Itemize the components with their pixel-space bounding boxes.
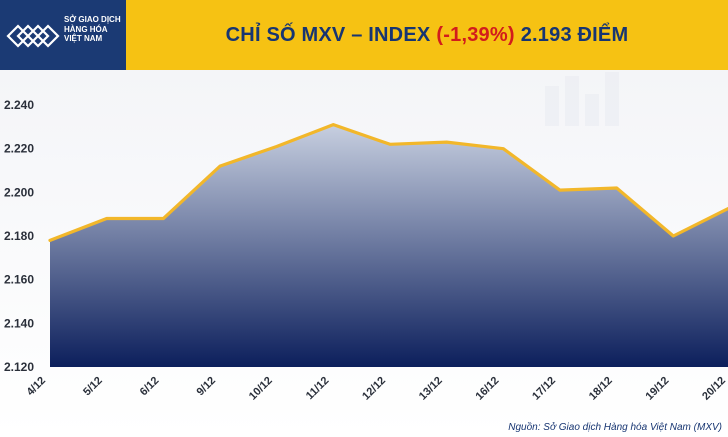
logo-line-2: HÀNG HÓA xyxy=(64,24,108,34)
y-axis: 2.120 2.140 2.160 2.180 2.200 2.220 2.240 xyxy=(4,98,34,374)
y-tick-label: 2.240 xyxy=(4,98,34,112)
logo-icon xyxy=(6,24,60,48)
logo-line-3: VIỆT NAM xyxy=(64,34,103,43)
y-tick-label: 2.180 xyxy=(4,229,34,243)
title-value: 2.193 ĐIỂM xyxy=(520,23,629,46)
title-band: CHỈ SỐ MXV – INDEX (-1,39%) 2.193 ĐIỂM xyxy=(126,0,728,70)
title-prefix: CHỈ SỐ MXV – INDEX xyxy=(225,23,431,46)
logo-line-1: SỞ GIAO DỊCH xyxy=(64,15,121,24)
y-tick-label: 2.220 xyxy=(4,142,34,156)
chart-title: CHỈ SỐ MXV – INDEX (-1,39%) 2.193 ĐIỂM xyxy=(126,0,728,70)
series-area xyxy=(50,124,728,367)
y-tick-label: 2.160 xyxy=(4,273,34,287)
title-change: (-1,39%) xyxy=(436,23,515,46)
background-decoration xyxy=(545,72,619,126)
series-line xyxy=(48,123,728,242)
y-tick-label: 2.140 xyxy=(4,316,34,330)
source-note: Nguồn: Sở Giao dịch Hàng hóa Việt Nam (M… xyxy=(508,422,722,433)
logo: SỞ GIAO DỊCH HÀNG HÓA VIỆT NAM xyxy=(0,0,126,70)
logo-text: SỞ GIAO DỊCH HÀNG HÓA VIỆT NAM xyxy=(64,15,126,44)
y-tick-label: 2.200 xyxy=(4,185,34,199)
y-tick-label: 2.120 xyxy=(4,360,34,374)
